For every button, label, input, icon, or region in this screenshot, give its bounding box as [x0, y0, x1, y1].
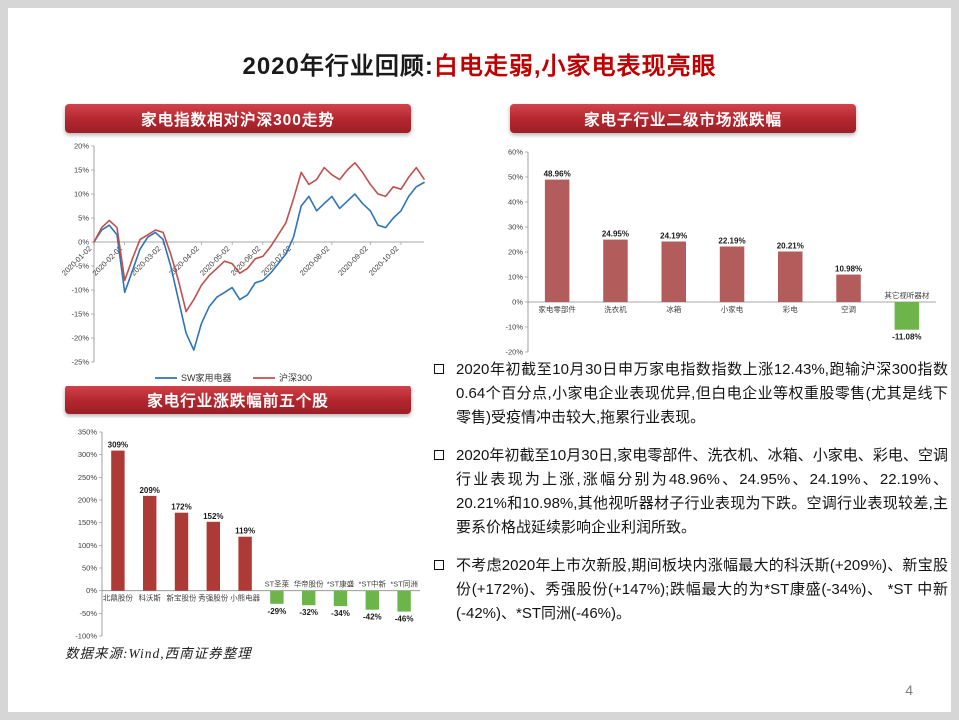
data-source-note: 数据来源:Wind,西南证券整理 [65, 646, 252, 661]
svg-text:-11.08%: -11.08% [892, 333, 921, 342]
svg-text:15%: 15% [74, 166, 89, 175]
svg-text:其它视听器材: 其它视听器材 [884, 290, 929, 300]
panel-title-line-chart: 家电指数相对沪深300走势 [65, 104, 411, 133]
svg-text:150%: 150% [78, 518, 98, 527]
svg-text:350%: 350% [78, 428, 98, 437]
svg-text:彩电: 彩电 [783, 304, 798, 314]
svg-text:2020-03-02: 2020-03-02 [129, 244, 162, 277]
svg-text:50%: 50% [508, 173, 523, 182]
svg-text:-10%: -10% [71, 286, 89, 295]
slide-title-highlight: 白电走弱,小家电表现亮眼 [433, 53, 717, 80]
svg-text:-100%: -100% [75, 632, 97, 641]
svg-text:-5%: -5% [76, 262, 90, 271]
svg-text:-46%: -46% [395, 615, 414, 624]
svg-text:ST圣莱: ST圣莱 [265, 579, 290, 589]
svg-text:10%: 10% [74, 190, 89, 199]
svg-text:24.19%: 24.19% [660, 232, 687, 241]
slide: 2020年行业回顾:白电走弱,小家电表现亮眼 家电指数相对沪深300走势 家电子… [8, 8, 951, 712]
svg-text:20.21%: 20.21% [777, 241, 804, 250]
bullet-item-2: 2020年初截至10月30日,家电零部件、洗衣机、冰箱、小家电、彩电、空调行业表… [432, 444, 948, 540]
svg-text:-15%: -15% [71, 310, 89, 319]
svg-text:0%: 0% [512, 298, 523, 307]
svg-text:-42%: -42% [363, 613, 382, 622]
svg-text:-10%: -10% [505, 323, 523, 332]
svg-text:科沃斯: 科沃斯 [138, 593, 161, 603]
svg-text:华帝股份: 华帝股份 [294, 579, 324, 589]
svg-text:北鼎股份: 北鼎股份 [103, 593, 133, 603]
svg-text:2020-06-02: 2020-06-02 [229, 244, 262, 277]
svg-text:0%: 0% [86, 586, 97, 595]
svg-text:小熊电器: 小熊电器 [230, 593, 260, 603]
svg-text:秀强股份: 秀强股份 [198, 593, 228, 603]
svg-text:300%: 300% [78, 450, 98, 459]
svg-text:172%: 172% [171, 503, 191, 512]
bullet-item-1: 2020年初截至10月30日申万家电指数指数上涨12.43%,跑输沪深300指数… [432, 358, 948, 430]
line-chart-index-vs-csi300: 20% 15% 10% 5% 0% -5% -10% -15% -20% -25% 2020-01-… [54, 138, 432, 386]
bullet-item-3: 不考虑2020年上市次新股,期间板块内涨幅最大的科沃斯(+209%)、新宝股份(… [432, 554, 948, 626]
svg-text:209%: 209% [139, 486, 159, 495]
svg-text:-50%: -50% [79, 609, 97, 618]
svg-text:250%: 250% [78, 473, 98, 482]
commentary-bullets: 2020年初截至10月30日申万家电指数指数上涨12.43%,跑输沪深300指数… [432, 358, 948, 626]
svg-text:SW家用电器: SW家用电器 [181, 372, 232, 383]
svg-text:小家电: 小家电 [721, 304, 744, 314]
svg-text:10%: 10% [508, 273, 523, 282]
svg-text:空调: 空调 [841, 304, 856, 314]
bullet-square-icon [434, 560, 444, 570]
svg-text:-29%: -29% [268, 607, 287, 616]
bullet-text-1: 2020年初截至10月30日申万家电指数指数上涨12.43%,跑输沪深300指数… [456, 361, 948, 426]
svg-text:-25%: -25% [71, 358, 89, 367]
svg-text:洗衣机: 洗衣机 [604, 304, 627, 314]
page-number: 4 [905, 682, 913, 698]
panel-title-stocks-bar-chart: 家电行业涨跌幅前五个股 [65, 385, 411, 414]
svg-text:152%: 152% [203, 512, 223, 521]
svg-text:*ST中新: *ST中新 [359, 579, 387, 589]
svg-text:-20%: -20% [505, 348, 523, 357]
svg-text:2020-09-02: 2020-09-02 [336, 244, 369, 277]
svg-text:30%: 30% [508, 223, 523, 232]
svg-text:48.96%: 48.96% [544, 170, 571, 179]
svg-text:5%: 5% [78, 214, 89, 223]
svg-text:200%: 200% [78, 496, 98, 505]
svg-text:0%: 0% [78, 238, 89, 247]
bullet-square-icon [434, 450, 444, 460]
svg-text:22.19%: 22.19% [718, 237, 745, 246]
svg-text:24.95%: 24.95% [602, 230, 629, 239]
bullet-text-3: 不考虑2020年上市次新股,期间板块内涨幅最大的科沃斯(+209%)、新宝股份(… [456, 557, 948, 622]
svg-text:新宝股份: 新宝股份 [167, 593, 197, 603]
svg-text:20%: 20% [508, 248, 523, 257]
svg-text:2020-05-02: 2020-05-02 [198, 244, 231, 277]
svg-text:100%: 100% [78, 541, 98, 550]
svg-text:2020-08-02: 2020-08-02 [298, 244, 331, 277]
panel-title-industry-bar-chart: 家电子行业二级市场涨跌幅 [510, 104, 856, 133]
svg-text:2020-10-02: 2020-10-02 [367, 244, 400, 277]
svg-text:-34%: -34% [331, 609, 350, 618]
slide-title-prefix: 2020年行业回顾: [242, 53, 434, 80]
bar-chart-top-stocks: 350% 300% 250% 200% 150% 100% 50% 0% -50% -100% 30… [56, 418, 428, 644]
svg-text:10.98%: 10.98% [835, 265, 862, 274]
bullet-square-icon [434, 364, 444, 374]
svg-text:-20%: -20% [71, 334, 89, 343]
svg-text:*ST康盛: *ST康盛 [327, 579, 355, 589]
svg-text:-32%: -32% [299, 608, 318, 617]
svg-text:家电零部件: 家电零部件 [538, 304, 576, 314]
svg-text:20%: 20% [74, 142, 89, 151]
svg-text:*ST同洲: *ST同洲 [390, 580, 418, 589]
svg-text:40%: 40% [508, 198, 523, 207]
svg-text:沪深300: 沪深300 [279, 372, 312, 383]
svg-text:309%: 309% [108, 441, 128, 450]
svg-text:冰箱: 冰箱 [666, 304, 681, 314]
slide-title: 2020年行业回顾:白电走弱,小家电表现亮眼 [8, 46, 951, 81]
svg-text:50%: 50% [82, 564, 97, 573]
bullet-text-2: 2020年初截至10月30日,家电零部件、洗衣机、冰箱、小家电、彩电、空调行业表… [456, 447, 948, 536]
bar-chart-subindustry-change: 60% 50% 40% 30% 20% 10% 0% -10% -20% 48.96% 家电零部件 2… [482, 138, 944, 360]
svg-text:60%: 60% [508, 148, 523, 157]
svg-text:119%: 119% [235, 527, 255, 536]
